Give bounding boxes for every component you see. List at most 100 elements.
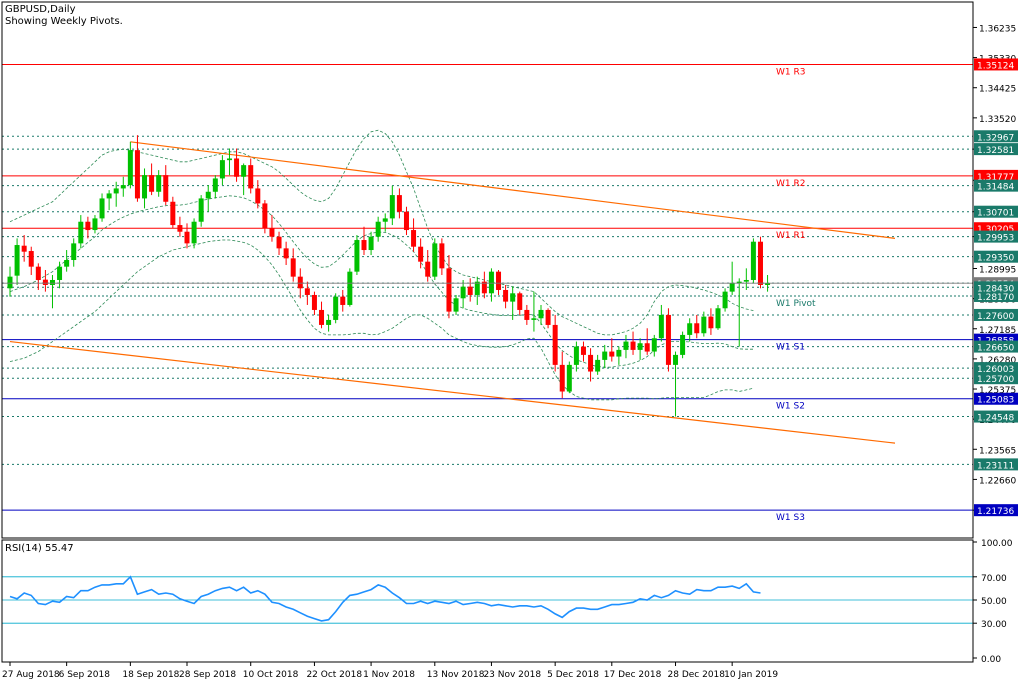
candle	[205, 185, 211, 212]
candle	[14, 238, 20, 285]
date-axis-label: 18 Sep 2018	[122, 670, 179, 680]
candle-body	[248, 165, 254, 189]
candle	[609, 338, 615, 362]
candle	[729, 261, 735, 295]
candle	[566, 361, 572, 394]
date-axis-label: 10 Jan 2019	[724, 670, 778, 680]
candle-body	[524, 309, 530, 320]
candle	[375, 216, 381, 242]
date-axis-label: 10 Oct 2018	[243, 670, 299, 680]
candle	[340, 289, 346, 312]
date-axis-label: 28 Sep 2018	[179, 670, 236, 680]
candle-body	[134, 150, 140, 199]
candle	[488, 268, 494, 302]
candle	[226, 148, 232, 176]
rsi-label: RSI(14) 55.47	[5, 543, 74, 554]
candle	[276, 231, 282, 256]
candle-body	[106, 193, 112, 199]
candle	[460, 279, 466, 309]
candle-body	[616, 349, 622, 357]
candle	[687, 318, 693, 342]
candle	[42, 270, 48, 292]
candle-body	[127, 150, 133, 186]
candle-body	[389, 195, 395, 219]
pivot-value-box	[974, 392, 1018, 405]
candle	[580, 341, 586, 362]
candle	[411, 218, 417, 252]
candle-body	[403, 211, 409, 231]
candle-body	[496, 271, 502, 290]
rsi-pane-frame	[1, 539, 974, 663]
date-axis-label: 1 Nov 2018	[363, 670, 415, 680]
pivot-value-label: 1.21736	[977, 507, 1014, 517]
candle-body	[354, 240, 360, 272]
candle	[573, 341, 579, 372]
band-mid-line	[9, 195, 754, 368]
candle	[326, 314, 332, 332]
candle	[389, 185, 395, 226]
candle	[403, 206, 409, 236]
candle-body	[368, 236, 374, 251]
candle	[64, 250, 70, 272]
price-axis-label: 1.34425	[979, 85, 1016, 95]
candle-body	[382, 218, 388, 222]
candle-body	[304, 288, 310, 295]
candle	[198, 195, 204, 227]
candle-body	[149, 175, 155, 192]
candle-body	[488, 271, 494, 294]
band-upper-line	[9, 129, 754, 336]
candle-body	[113, 188, 119, 194]
candle	[354, 235, 360, 275]
price-level-box	[974, 143, 1018, 156]
candle	[616, 346, 622, 365]
candle	[481, 271, 487, 299]
price-level-label: 1.31484	[977, 183, 1014, 193]
candle	[57, 261, 63, 289]
price-level-label: 1.24548	[977, 414, 1014, 424]
candle	[552, 314, 558, 372]
candle	[21, 235, 27, 262]
candle-body	[326, 319, 332, 325]
candle-body	[552, 324, 558, 365]
candle	[92, 215, 98, 234]
candle-body	[311, 294, 317, 310]
candle-body	[623, 341, 629, 350]
price-level-box	[974, 340, 1018, 353]
pivot-value-box	[974, 504, 1018, 517]
candle-body	[212, 178, 218, 192]
candle	[446, 255, 452, 319]
candle-body	[290, 258, 296, 277]
candle-body	[347, 271, 353, 305]
candle	[78, 215, 84, 249]
candle	[49, 274, 55, 309]
candle-body	[538, 309, 544, 319]
candle	[142, 168, 148, 209]
candle-body	[673, 354, 679, 365]
candle-body	[757, 241, 763, 285]
rsi-axis-label: 100.00	[981, 539, 1013, 549]
candle	[722, 288, 728, 312]
rsi-axis-label: 50.00	[981, 597, 1007, 607]
candle	[559, 351, 565, 399]
candle	[304, 281, 310, 305]
candle	[665, 308, 671, 372]
candle	[127, 141, 133, 189]
candle-body	[446, 268, 452, 312]
candle-body	[708, 316, 714, 329]
candle-body	[396, 195, 402, 212]
price-level-label: 1.26003	[977, 365, 1014, 375]
candle	[248, 158, 254, 194]
candle-body	[566, 364, 572, 392]
price-level-box	[974, 410, 1018, 423]
candle-body	[432, 243, 438, 277]
candle	[524, 304, 530, 325]
candle	[184, 223, 190, 249]
price-level-box	[974, 130, 1018, 143]
candle-body	[729, 283, 735, 292]
candle	[531, 291, 537, 332]
pivot-note-label: Showing Weekly Pivots.	[5, 16, 123, 27]
candle-body	[453, 298, 459, 312]
candle	[35, 263, 41, 290]
candle-body	[531, 318, 537, 320]
candle	[680, 331, 686, 359]
